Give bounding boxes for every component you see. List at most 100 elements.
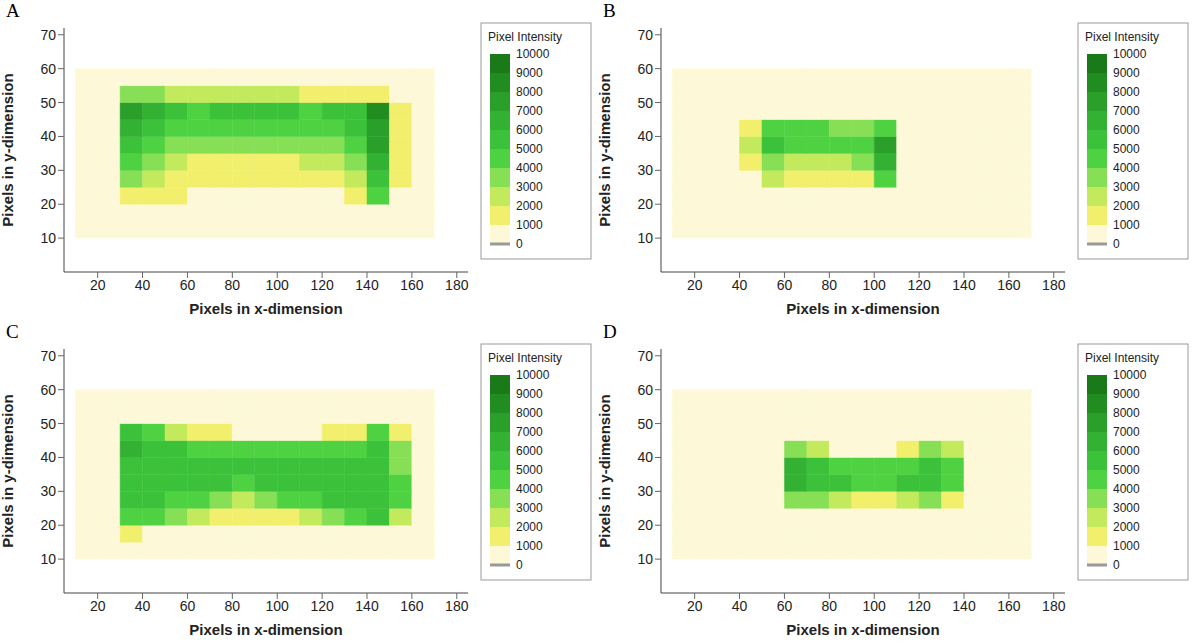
svg-text:60: 60	[40, 382, 56, 398]
svg-text:Pixels in y-dimension: Pixels in y-dimension	[0, 394, 16, 547]
svg-text:140: 140	[952, 277, 976, 293]
svg-text:10000: 10000	[1113, 47, 1147, 61]
svg-text:1000: 1000	[1113, 539, 1140, 553]
svg-text:3000: 3000	[516, 501, 543, 515]
svg-text:5000: 5000	[1113, 463, 1140, 477]
svg-text:30: 30	[637, 483, 653, 499]
svg-text:40: 40	[40, 449, 56, 465]
svg-text:10000: 10000	[516, 47, 550, 61]
svg-text:160: 160	[997, 598, 1021, 614]
svg-text:60: 60	[180, 598, 196, 614]
svg-text:50: 50	[40, 416, 56, 432]
svg-text:8000: 8000	[516, 406, 543, 420]
svg-text:120: 120	[310, 598, 334, 614]
svg-text:4000: 4000	[1113, 161, 1140, 175]
svg-text:60: 60	[777, 598, 793, 614]
svg-text:180: 180	[445, 598, 469, 614]
svg-text:7000: 7000	[1113, 425, 1140, 439]
svg-text:6000: 6000	[1113, 444, 1140, 458]
svg-text:7000: 7000	[516, 425, 543, 439]
svg-text:80: 80	[822, 277, 838, 293]
svg-text:8000: 8000	[1113, 406, 1140, 420]
svg-text:Pixels in x-dimension: Pixels in x-dimension	[786, 300, 939, 317]
svg-text:0: 0	[1113, 237, 1120, 251]
svg-text:40: 40	[637, 449, 653, 465]
svg-text:6000: 6000	[516, 123, 543, 137]
svg-text:9000: 9000	[516, 387, 543, 401]
svg-text:10: 10	[637, 230, 653, 246]
svg-text:2000: 2000	[1113, 199, 1140, 213]
svg-text:Pixel Intensity: Pixel Intensity	[1085, 351, 1159, 365]
svg-text:2000: 2000	[1113, 520, 1140, 534]
svg-text:0: 0	[1113, 558, 1120, 572]
svg-text:5000: 5000	[516, 142, 543, 156]
svg-text:120: 120	[310, 277, 334, 293]
svg-text:140: 140	[355, 277, 379, 293]
svg-text:7000: 7000	[1113, 104, 1140, 118]
svg-text:60: 60	[777, 277, 793, 293]
svg-text:50: 50	[637, 95, 653, 111]
svg-text:Pixels in x-dimension: Pixels in x-dimension	[189, 300, 342, 317]
svg-text:Pixel Intensity: Pixel Intensity	[488, 30, 562, 44]
svg-text:10: 10	[637, 551, 653, 567]
svg-text:140: 140	[355, 598, 379, 614]
svg-text:70: 70	[637, 27, 653, 43]
svg-text:100: 100	[266, 277, 290, 293]
svg-text:20: 20	[687, 598, 703, 614]
svg-text:10: 10	[40, 230, 56, 246]
svg-text:Pixels in y-dimension: Pixels in y-dimension	[597, 394, 613, 547]
svg-text:20: 20	[90, 598, 106, 614]
svg-text:Pixels in y-dimension: Pixels in y-dimension	[0, 73, 16, 226]
svg-text:7000: 7000	[516, 104, 543, 118]
svg-text:60: 60	[637, 382, 653, 398]
svg-text:5000: 5000	[1113, 142, 1140, 156]
svg-text:50: 50	[637, 416, 653, 432]
svg-text:1000: 1000	[516, 539, 543, 553]
svg-text:40: 40	[40, 128, 56, 144]
svg-text:10000: 10000	[1113, 368, 1147, 382]
svg-text:120: 120	[907, 598, 931, 614]
svg-text:3000: 3000	[1113, 501, 1140, 515]
svg-text:8000: 8000	[1113, 85, 1140, 99]
svg-text:70: 70	[40, 348, 56, 364]
svg-text:1000: 1000	[1113, 218, 1140, 232]
svg-text:3000: 3000	[516, 180, 543, 194]
svg-text:60: 60	[637, 61, 653, 77]
svg-text:100: 100	[863, 598, 887, 614]
svg-text:140: 140	[952, 598, 976, 614]
svg-text:20: 20	[687, 277, 703, 293]
svg-text:Pixels in x-dimension: Pixels in x-dimension	[189, 621, 342, 638]
svg-text:160: 160	[400, 277, 424, 293]
svg-text:60: 60	[40, 61, 56, 77]
svg-text:3000: 3000	[1113, 180, 1140, 194]
svg-text:160: 160	[997, 277, 1021, 293]
svg-text:80: 80	[225, 598, 241, 614]
svg-text:70: 70	[637, 348, 653, 364]
svg-text:10: 10	[40, 551, 56, 567]
svg-text:40: 40	[637, 128, 653, 144]
svg-text:40: 40	[732, 277, 748, 293]
svg-text:20: 20	[90, 277, 106, 293]
svg-text:120: 120	[907, 277, 931, 293]
svg-text:20: 20	[40, 196, 56, 212]
svg-text:0: 0	[516, 558, 523, 572]
svg-text:8000: 8000	[516, 85, 543, 99]
svg-text:160: 160	[400, 598, 424, 614]
svg-text:30: 30	[40, 483, 56, 499]
svg-text:9000: 9000	[516, 66, 543, 80]
svg-text:9000: 9000	[1113, 387, 1140, 401]
svg-text:1000: 1000	[516, 218, 543, 232]
svg-text:Pixel Intensity: Pixel Intensity	[1085, 30, 1159, 44]
svg-text:100: 100	[863, 277, 887, 293]
svg-text:6000: 6000	[516, 444, 543, 458]
svg-text:50: 50	[40, 95, 56, 111]
svg-text:40: 40	[135, 277, 151, 293]
svg-text:70: 70	[40, 27, 56, 43]
svg-text:Pixels in y-dimension: Pixels in y-dimension	[597, 73, 613, 226]
svg-text:20: 20	[40, 517, 56, 533]
svg-text:180: 180	[1042, 598, 1066, 614]
svg-text:20: 20	[637, 517, 653, 533]
svg-text:30: 30	[40, 162, 56, 178]
svg-text:2000: 2000	[516, 520, 543, 534]
svg-text:100: 100	[266, 598, 290, 614]
